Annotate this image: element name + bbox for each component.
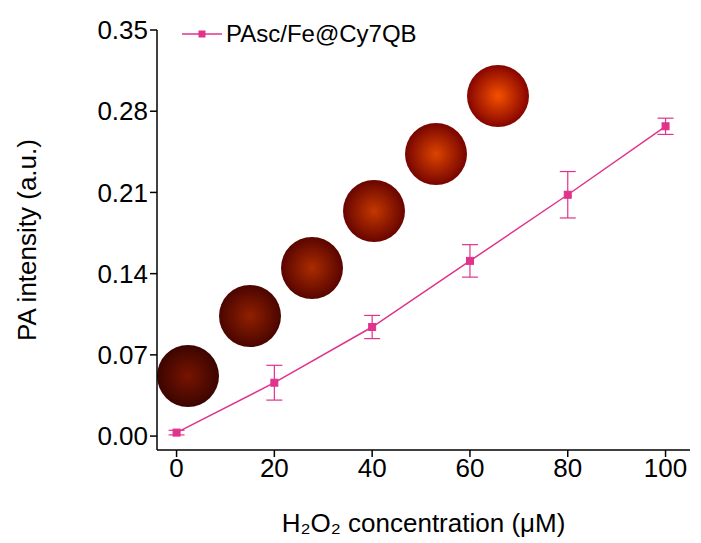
svg-text:0.00: 0.00 <box>97 421 148 451</box>
svg-text:0.21: 0.21 <box>97 178 148 208</box>
svg-text:0.35: 0.35 <box>97 15 148 45</box>
svg-text:100: 100 <box>644 453 687 483</box>
svg-text:0: 0 <box>169 453 183 483</box>
svg-text:20: 20 <box>260 453 289 483</box>
svg-text:0.28: 0.28 <box>97 96 148 126</box>
svg-text:40: 40 <box>358 453 387 483</box>
svg-text:60: 60 <box>455 453 484 483</box>
svg-text:PA intensity (a.u.): PA intensity (a.u.) <box>12 139 42 341</box>
html-text:PAsc/Fe@Cy7QB: PAsc/Fe@Cy7QB <box>226 20 417 47</box>
svg-text:80: 80 <box>553 453 582 483</box>
svg-text:0.14: 0.14 <box>97 259 148 289</box>
svg-text:0.07: 0.07 <box>97 340 148 370</box>
svg-text:H₂O₂ concentration (μM): H₂O₂ concentration (μM) <box>282 508 566 538</box>
